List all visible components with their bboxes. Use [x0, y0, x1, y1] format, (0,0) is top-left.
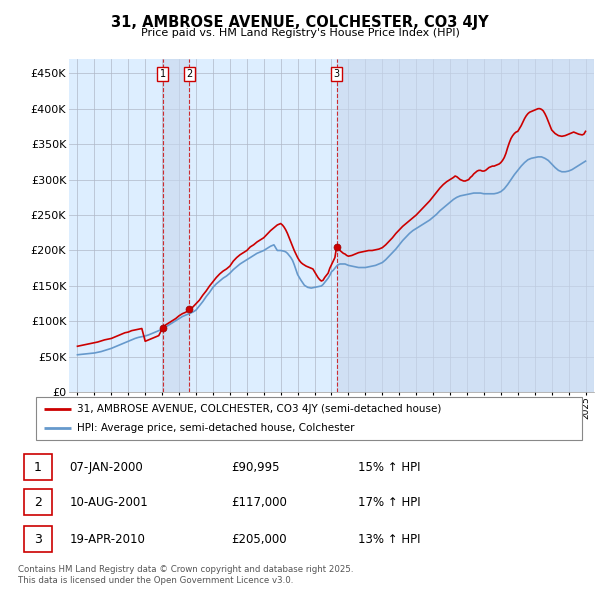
Text: 19-APR-2010: 19-APR-2010: [70, 533, 145, 546]
Text: 2: 2: [34, 496, 42, 509]
Text: £90,995: £90,995: [231, 461, 280, 474]
Bar: [337, 59, 594, 392]
Text: 15% ↑ HPI: 15% ↑ HPI: [358, 461, 420, 474]
Text: 31, AMBROSE AVENUE, COLCHESTER, CO3 4JY (semi-detached house): 31, AMBROSE AVENUE, COLCHESTER, CO3 4JY …: [77, 404, 442, 414]
Text: HPI: Average price, semi-detached house, Colchester: HPI: Average price, semi-detached house,…: [77, 423, 355, 433]
FancyBboxPatch shape: [23, 454, 52, 480]
Text: £117,000: £117,000: [231, 496, 287, 509]
Text: 17% ↑ HPI: 17% ↑ HPI: [358, 496, 420, 509]
FancyBboxPatch shape: [36, 397, 582, 440]
Bar: [163, 59, 190, 392]
Text: 31, AMBROSE AVENUE, COLCHESTER, CO3 4JY: 31, AMBROSE AVENUE, COLCHESTER, CO3 4JY: [111, 15, 489, 30]
FancyBboxPatch shape: [23, 489, 52, 515]
Text: 13% ↑ HPI: 13% ↑ HPI: [358, 533, 420, 546]
Text: £205,000: £205,000: [231, 533, 287, 546]
Text: 10-AUG-2001: 10-AUG-2001: [70, 496, 148, 509]
Text: 3: 3: [334, 69, 340, 79]
FancyBboxPatch shape: [23, 526, 52, 552]
Text: 3: 3: [34, 533, 42, 546]
Text: 1: 1: [34, 461, 42, 474]
Text: Contains HM Land Registry data © Crown copyright and database right 2025.
This d: Contains HM Land Registry data © Crown c…: [18, 565, 353, 585]
Text: Price paid vs. HM Land Registry's House Price Index (HPI): Price paid vs. HM Land Registry's House …: [140, 28, 460, 38]
Text: 1: 1: [160, 69, 166, 79]
Text: 07-JAN-2000: 07-JAN-2000: [70, 461, 143, 474]
Text: 2: 2: [186, 69, 193, 79]
